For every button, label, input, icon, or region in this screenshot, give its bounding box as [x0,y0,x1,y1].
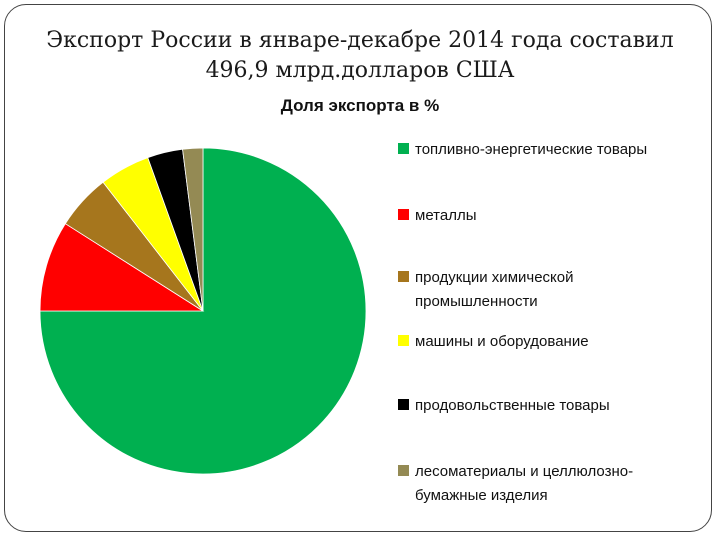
legend-item: топливно-энергетические товары [398,138,698,162]
legend-item: продовольственные товары [398,394,698,418]
pie-slice-5 [182,147,204,312]
pie-slice-0 [39,147,367,475]
slide-title: Экспорт России в январе-декабре 2014 год… [46,28,674,83]
legend-label: лесоматериалы и целлюлозно-бумажные изде… [415,463,634,504]
pie-slice-1 [39,223,205,312]
legend-swatch [398,335,409,346]
legend-label: продовольственные товары [415,397,610,414]
legend-item: металлы [398,204,698,228]
legend-item: продукции химической промышленности [398,266,698,314]
legend-item: лесоматериалы и целлюлозно-бумажные изде… [398,460,698,508]
legend-swatch [398,399,409,410]
legend-swatch [398,209,409,220]
slide-frame [4,4,712,532]
chart-title: Доля экспорта в % [280,96,440,115]
legend-label: продукции химической промышленности [415,269,574,310]
legend-swatch [398,465,409,476]
legend-label: металлы [415,207,477,224]
legend-label: топливно-энергетические товары [415,141,648,158]
legend-item: машины и оборудование [398,330,698,354]
legend-swatch [398,271,409,282]
legend-label: машины и оборудование [415,333,589,350]
legend-swatch [398,143,409,154]
